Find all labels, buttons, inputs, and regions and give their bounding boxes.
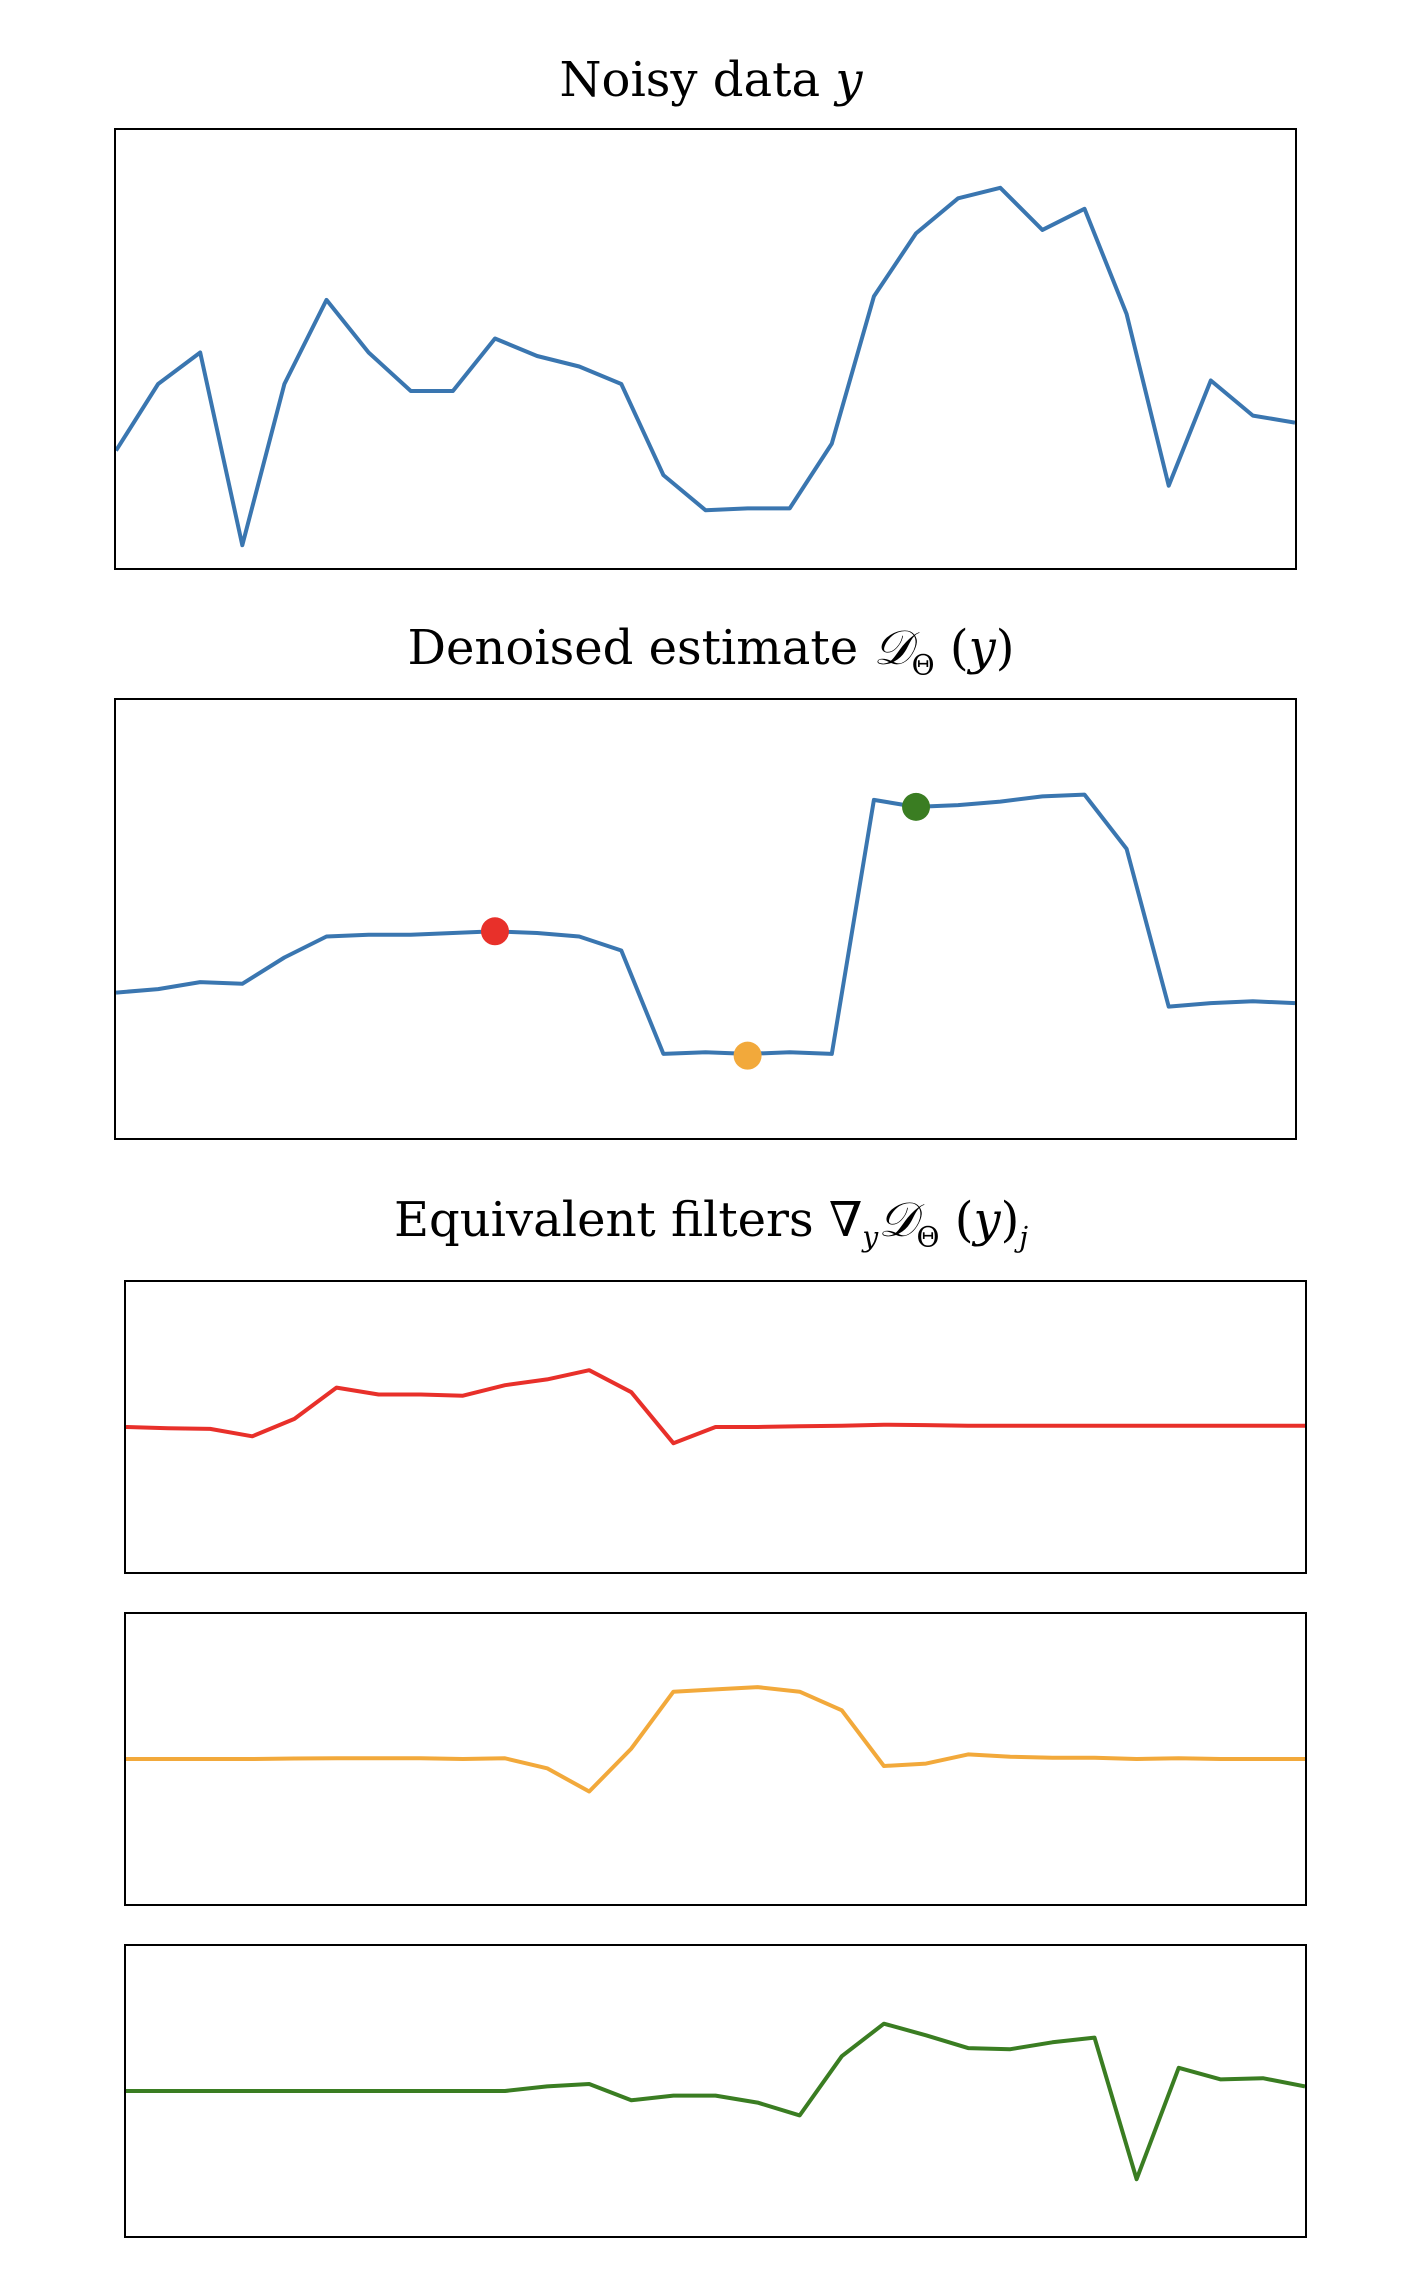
filter-plot-red xyxy=(126,1368,1305,1446)
pixel-marker-2 xyxy=(902,792,931,821)
filter-plot-orange xyxy=(126,1685,1305,1794)
pixel-marker-1 xyxy=(733,1041,762,1070)
filter-panel-orange xyxy=(124,1612,1307,1906)
filter-panel-green xyxy=(124,1944,1307,2238)
noisy-title: Noisy data y xyxy=(559,52,863,108)
denoised-title: Denoised estimate 𝒟Θ (y) xyxy=(407,620,1015,682)
denoised-plot xyxy=(116,792,1295,1070)
noisy-series-line xyxy=(116,185,1295,548)
denoised-series-line xyxy=(116,792,1295,1056)
filter-line-green xyxy=(126,2021,1305,2182)
denoised-panel xyxy=(114,698,1297,1140)
noisy-plot xyxy=(116,185,1295,548)
filters-title: Equivalent filters ∇y𝒟Θ (y)j xyxy=(393,1192,1029,1254)
noisy-panel xyxy=(114,128,1297,570)
filter-line-red xyxy=(126,1368,1305,1446)
filter-panel-red xyxy=(124,1280,1307,1574)
filter-plot-green xyxy=(126,2021,1305,2182)
pixel-marker-0 xyxy=(480,917,509,946)
filter-line-orange xyxy=(126,1685,1305,1794)
